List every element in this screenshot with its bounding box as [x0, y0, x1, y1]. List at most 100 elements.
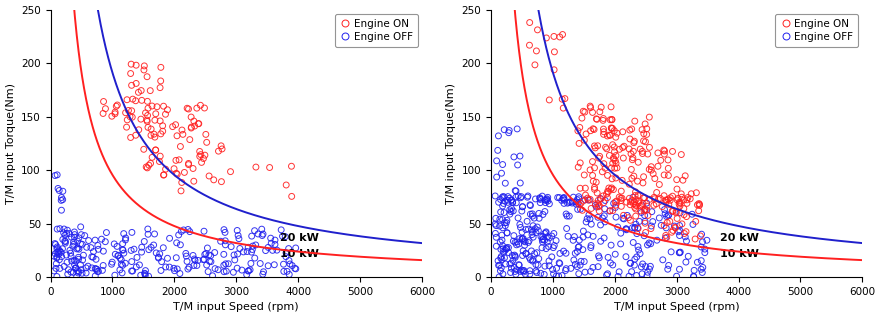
Point	[145, 155, 159, 160]
Point	[119, 235, 133, 240]
Point	[671, 229, 685, 234]
Point	[208, 250, 222, 255]
Point	[588, 165, 602, 170]
Point	[514, 225, 528, 230]
Point	[551, 195, 565, 200]
Point	[97, 99, 111, 104]
Point	[629, 206, 643, 211]
Point	[655, 204, 670, 209]
Point	[62, 267, 76, 272]
Point	[660, 220, 674, 225]
Point	[218, 238, 233, 243]
Point	[227, 252, 241, 258]
Point	[652, 182, 666, 187]
Point	[77, 253, 91, 258]
Point	[576, 229, 590, 234]
Point	[48, 251, 63, 256]
Point	[188, 258, 202, 263]
Point	[635, 127, 649, 132]
Point	[680, 197, 694, 202]
Point	[615, 178, 629, 183]
Text: 20 kW: 20 kW	[279, 232, 318, 243]
Point	[644, 224, 658, 229]
Point	[149, 147, 163, 152]
Point	[75, 271, 89, 276]
Point	[655, 223, 669, 228]
Point	[105, 259, 119, 265]
Point	[64, 235, 78, 240]
Point	[678, 234, 692, 239]
Point	[576, 109, 590, 114]
Point	[571, 128, 585, 133]
Point	[89, 257, 103, 262]
Point	[686, 274, 700, 279]
Point	[79, 245, 93, 250]
Point	[583, 128, 597, 133]
Point	[632, 247, 646, 252]
Point	[628, 119, 642, 124]
Point	[270, 248, 284, 253]
Point	[193, 149, 207, 154]
Point	[644, 241, 658, 246]
Point	[107, 273, 122, 278]
Point	[533, 197, 547, 202]
Point	[537, 231, 552, 236]
Point	[503, 207, 517, 212]
Point	[123, 135, 137, 140]
Point	[535, 245, 549, 250]
Point	[194, 103, 208, 108]
Point	[609, 203, 623, 208]
Point	[505, 197, 519, 202]
Point	[137, 271, 152, 276]
Point	[621, 215, 635, 220]
Point	[196, 257, 211, 262]
Point	[524, 227, 538, 232]
Point	[157, 173, 171, 178]
Point	[71, 269, 85, 274]
Point	[583, 104, 597, 109]
Point	[57, 238, 71, 244]
Point	[664, 230, 678, 235]
Point	[113, 256, 127, 261]
Point	[492, 263, 506, 268]
Point	[174, 144, 188, 149]
Point	[230, 266, 244, 271]
Point	[638, 221, 652, 226]
Point	[100, 230, 114, 235]
Point	[263, 165, 277, 170]
Point	[637, 208, 651, 213]
Point	[63, 231, 77, 236]
Point	[557, 201, 571, 206]
Point	[494, 247, 508, 252]
Point	[667, 224, 681, 229]
Point	[576, 198, 590, 204]
Point	[636, 201, 650, 206]
Point	[141, 125, 155, 130]
Point	[679, 229, 693, 234]
Point	[55, 208, 69, 213]
Point	[599, 273, 613, 278]
Point	[251, 232, 265, 237]
Point	[521, 195, 535, 200]
Point	[69, 266, 83, 271]
Point	[94, 237, 108, 242]
Point	[547, 49, 561, 54]
Point	[640, 126, 654, 131]
Point	[608, 149, 622, 154]
Point	[523, 203, 537, 208]
Point	[550, 266, 564, 271]
Point	[495, 195, 509, 200]
Point	[638, 213, 652, 218]
Point	[139, 164, 153, 169]
Point	[70, 274, 84, 279]
Point	[563, 199, 577, 204]
Point	[640, 201, 654, 206]
Point	[501, 194, 515, 199]
Point	[573, 125, 587, 130]
Point	[144, 245, 158, 250]
Point	[625, 176, 639, 181]
Point	[608, 205, 622, 210]
Point	[189, 263, 204, 268]
Point	[692, 202, 707, 207]
Point	[115, 263, 130, 268]
